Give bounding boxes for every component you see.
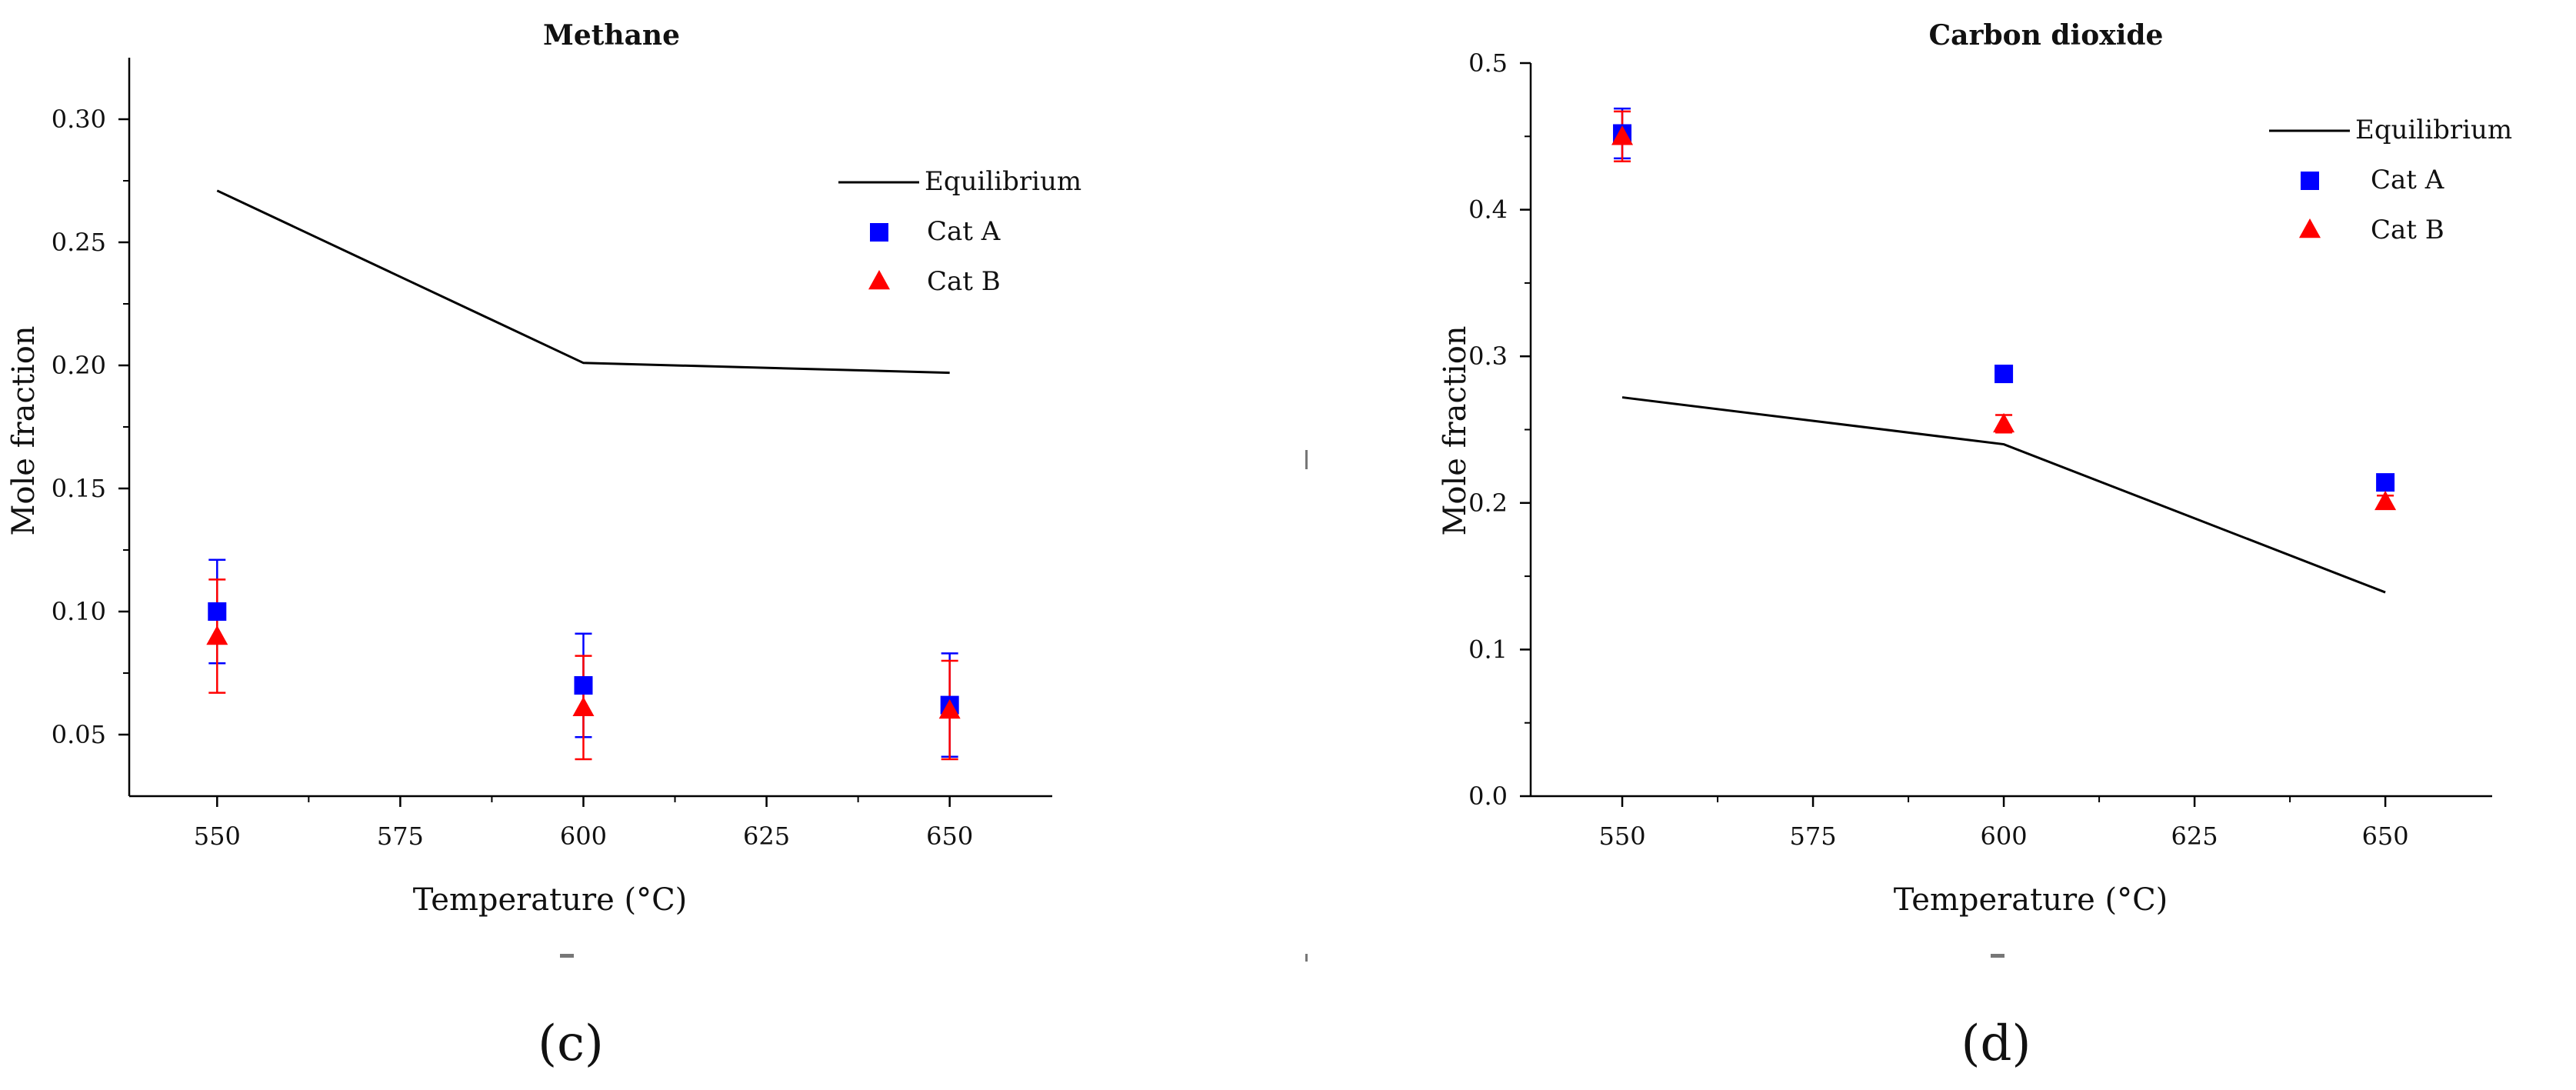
cat-b-point xyxy=(206,625,228,645)
x-tick-label: 625 xyxy=(743,822,790,851)
chart-title: Carbon dioxide xyxy=(1929,19,2164,52)
tick-labels: 550 575 600 625 650 0.0 0.1 0.2 0.3 0.4 0.5 xyxy=(1468,48,2409,851)
x-tick-label: 650 xyxy=(2362,822,2409,851)
data-markers xyxy=(1611,124,2397,511)
equilibrium-series-line xyxy=(1621,396,2386,594)
x-tick-label: 650 xyxy=(926,822,973,851)
y-tick-label: 0.1 xyxy=(1468,635,1508,664)
error-bars xyxy=(1614,107,2394,508)
y-tick-label: 0.3 xyxy=(1468,342,1508,371)
tick-labels: 550 575 600 625 650 0.05 0.10 0.15 0.20 0.25 0.30 xyxy=(52,105,973,851)
legend: Equilibrium Cat A Cat B xyxy=(838,166,1081,297)
legend-label-cat-b: Cat B xyxy=(927,266,1001,297)
y-tick-label: 0.2 xyxy=(1468,488,1508,518)
panel-methane: Methane 550 575 600 625 650 0.05 0.10 0.15 0.20 0… xyxy=(6,19,1081,1072)
x-tick-label: 600 xyxy=(1981,822,2028,851)
y-tick-label: 0.30 xyxy=(52,105,106,134)
legend-square-symbol xyxy=(2301,172,2319,190)
x-axis-label: Temperature (°C) xyxy=(1894,882,2168,918)
legend-label-cat-b: Cat B xyxy=(2371,215,2444,245)
x-tick-label: 550 xyxy=(194,822,241,851)
x-tick-label: 600 xyxy=(560,822,607,851)
error-bars xyxy=(208,558,958,761)
cat-b-point xyxy=(2374,490,2397,511)
equilibrium-line xyxy=(1621,396,2386,594)
equilibrium-series-line xyxy=(216,189,950,375)
legend-triangle-symbol xyxy=(2299,218,2321,238)
cat-b-point xyxy=(938,699,961,719)
stray-mark xyxy=(1305,954,1308,962)
cat-a-point xyxy=(2376,473,2395,492)
cat-b-point xyxy=(1993,412,2015,433)
axes xyxy=(1520,62,2492,807)
cat-a-point xyxy=(1994,365,2014,384)
legend-label-equilibrium: Equilibrium xyxy=(2355,115,2512,145)
panel-label: (c) xyxy=(538,1015,604,1072)
y-tick-label: 0.15 xyxy=(52,474,106,503)
y-tick-label: 0.10 xyxy=(52,597,106,626)
y-axis-label: Mole fraction xyxy=(6,325,42,535)
y-tick-label: 0.4 xyxy=(1468,195,1508,225)
y-tick-label: 0.05 xyxy=(52,720,106,749)
legend-label-cat-a: Cat A xyxy=(927,216,1001,247)
legend-label-equilibrium: Equilibrium xyxy=(925,166,1081,197)
x-tick-label: 625 xyxy=(2171,822,2218,851)
x-tick-label: 550 xyxy=(1599,822,1646,851)
y-tick-label: 0.25 xyxy=(52,228,106,257)
legend: Equilibrium Cat A Cat B xyxy=(2269,115,2512,245)
y-tick-label: 0.5 xyxy=(1468,48,1508,78)
x-axis-label: Temperature (°C) xyxy=(413,882,688,918)
cat-b-point xyxy=(572,696,595,716)
stray-mark xyxy=(1991,954,2004,958)
y-tick-label: 0.0 xyxy=(1468,782,1508,811)
cat-a-point xyxy=(208,602,227,621)
data-markers xyxy=(206,602,961,719)
legend-triangle-symbol xyxy=(868,270,890,290)
x-tick-label: 575 xyxy=(377,822,424,851)
stray-mark xyxy=(1305,450,1308,469)
legend-square-symbol xyxy=(870,223,888,242)
y-tick-label: 0.20 xyxy=(52,351,106,380)
cat-a-point xyxy=(574,676,593,695)
panel-label: (d) xyxy=(1961,1015,2031,1072)
legend-label-cat-a: Cat A xyxy=(2371,165,2444,195)
equilibrium-line xyxy=(216,189,950,375)
panel-carbon-dioxide: Carbon dioxide 550 575 600 625 650 0.0 0.1 0.2 0… xyxy=(1438,19,2512,1072)
y-axis-label: Mole fraction xyxy=(1438,325,1473,535)
stray-mark xyxy=(560,954,574,958)
x-tick-label: 575 xyxy=(1790,822,1837,851)
cat-b-point xyxy=(1611,125,1634,145)
axes xyxy=(118,58,1052,807)
chart-title: Methane xyxy=(543,19,680,52)
